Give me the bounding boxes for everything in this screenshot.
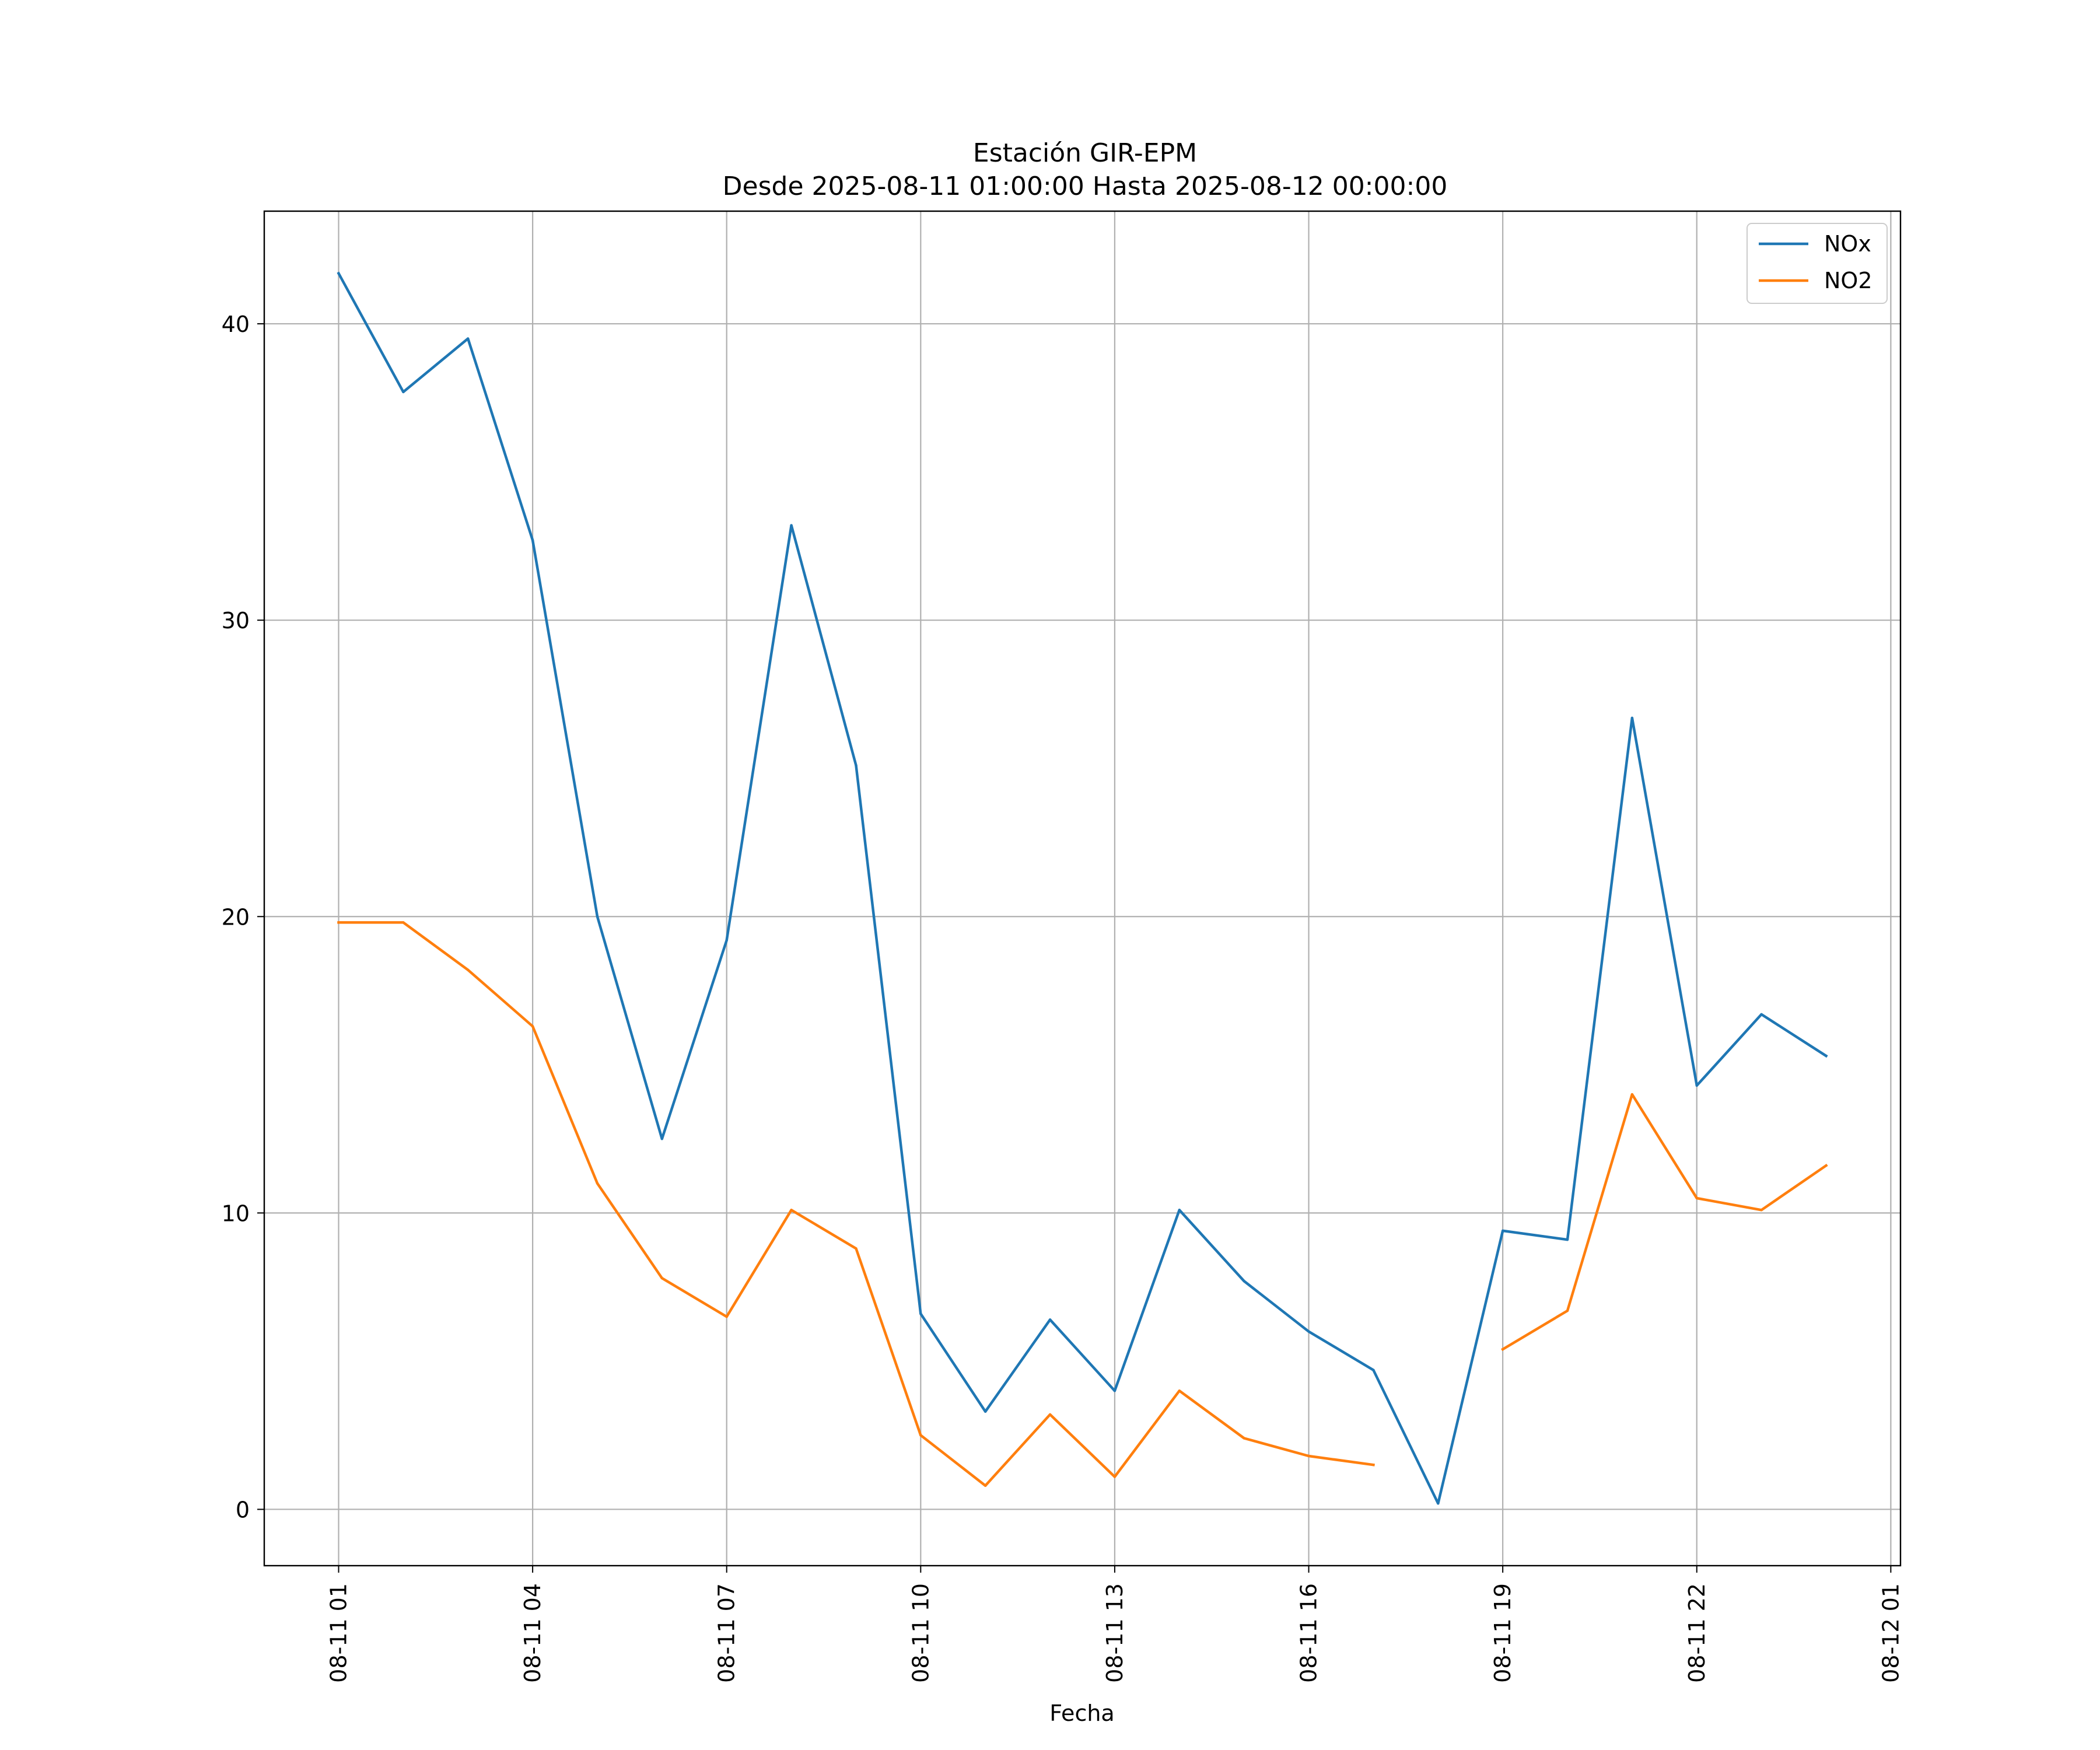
x-tick-label-7: 08-11 22: [1684, 1583, 1710, 1683]
data-point-nox-11: [1048, 1318, 1052, 1321]
data-point-nox-19: [1566, 1238, 1569, 1241]
data-point-no2-20: [1630, 1093, 1634, 1096]
data-point-nox-6: [725, 939, 728, 942]
y-tick-label-2: 20: [222, 904, 250, 930]
data-point-no2-23: [1825, 1164, 1828, 1167]
data-point-no2-13: [1178, 1390, 1181, 1392]
x-axis-ticks: 08-11 01 08-11 04 08-11 07 08-11 10 08-11 13…: [326, 1566, 1903, 1683]
data-point-no2-10: [984, 1484, 987, 1487]
x-tick-label-2: 08-11 07: [714, 1583, 740, 1683]
data-point-no2-18: [1502, 1348, 1504, 1351]
grid-lines: [264, 211, 1901, 1566]
x-axis-label: Fecha: [1049, 1700, 1114, 1726]
data-point-no2-21: [1695, 1196, 1698, 1200]
x-tick-label-5: 08-11 16: [1296, 1583, 1322, 1683]
series-line-nox: [337, 271, 1828, 1505]
data-point-no2-6: [725, 1315, 728, 1318]
data-point-no2-12: [1113, 1475, 1116, 1478]
data-point-nox-0: [337, 272, 340, 275]
data-point-nox-15: [1307, 1330, 1310, 1333]
data-point-nox-4: [596, 915, 599, 918]
data-point-no2-5: [660, 1276, 664, 1280]
x-tick-label-0: 08-11 01: [326, 1583, 352, 1683]
data-point-no2-3: [531, 1025, 534, 1028]
x-tick-label-8: 08-12 01: [1878, 1583, 1903, 1683]
y-tick-label-1: 10: [222, 1200, 250, 1226]
y-tick-label-3: 30: [222, 608, 250, 634]
data-point-nox-18: [1502, 1229, 1504, 1233]
y-axis-ticks: 0 10 20 30 40: [222, 312, 264, 1522]
data-point-nox-13: [1178, 1209, 1181, 1212]
data-point-no2-7: [790, 1209, 793, 1212]
x-tick-label-3: 08-11 10: [908, 1583, 933, 1683]
x-tick-label-1: 08-11 04: [520, 1583, 545, 1683]
data-point-nox-2: [467, 337, 470, 340]
data-point-nox-10: [984, 1410, 987, 1413]
series-points-no2: [337, 921, 1828, 1487]
data-point-no2-22: [1760, 1209, 1763, 1212]
data-point-no2-11: [1048, 1413, 1052, 1416]
data-point-nox-16: [1372, 1368, 1375, 1371]
data-point-nox-20: [1630, 716, 1634, 720]
data-point-no2-9: [919, 1434, 922, 1437]
legend-label-nox: NOx: [1824, 231, 1871, 257]
data-point-no2-19: [1566, 1309, 1569, 1312]
series-points-nox: [337, 272, 1828, 1505]
data-point-no2-2: [467, 968, 470, 971]
chart-title: Estación GIR-EPM: [973, 138, 1197, 168]
data-point-nox-12: [1113, 1390, 1116, 1392]
y-tick-label-4: 40: [222, 312, 250, 337]
data-point-nox-9: [919, 1312, 922, 1315]
data-point-nox-17: [1437, 1502, 1440, 1505]
data-point-nox-8: [855, 764, 858, 767]
data-point-nox-21: [1695, 1084, 1698, 1087]
data-point-nox-1: [402, 390, 405, 394]
x-tick-label-6: 08-11 19: [1490, 1583, 1516, 1683]
legend: NOx NO2: [1746, 223, 1888, 304]
data-point-no2-1: [402, 921, 405, 924]
data-point-no2-15: [1307, 1454, 1310, 1458]
chart-subtitle: Desde 2025-08-11 01:00:00 Hasta 2025-08-…: [723, 172, 1448, 201]
data-point-no2-4: [596, 1182, 599, 1185]
data-point-no2-0: [337, 921, 340, 924]
data-point-nox-5: [660, 1138, 664, 1140]
data-point-nox-7: [790, 524, 793, 527]
series-lines: [337, 271, 1828, 1505]
x-tick-label-4: 08-11 13: [1102, 1583, 1128, 1683]
data-point-nox-23: [1825, 1054, 1828, 1058]
legend-label-no2: NO2: [1824, 268, 1873, 293]
data-point-no2-16: [1372, 1464, 1375, 1466]
data-point-no2-8: [855, 1247, 858, 1250]
data-point-nox-22: [1760, 1013, 1763, 1016]
data-point-no2-14: [1242, 1437, 1245, 1440]
plot-area-frame: [263, 210, 1902, 1567]
data-point-nox-3: [531, 538, 534, 542]
y-tick-label-0: 0: [236, 1497, 250, 1522]
data-point-nox-14: [1242, 1280, 1245, 1283]
